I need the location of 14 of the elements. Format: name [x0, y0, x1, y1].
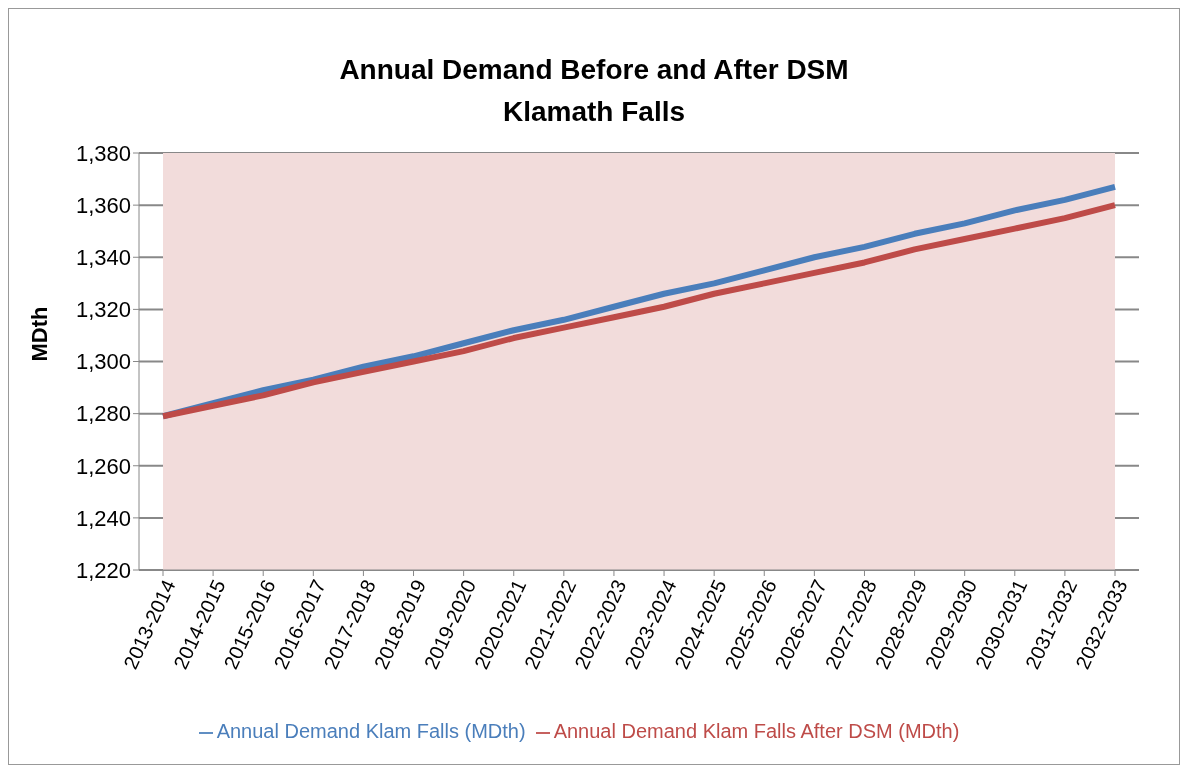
y-axis-title: MDth: [26, 306, 52, 362]
y-tick-label: 1,260: [75, 453, 131, 479]
y-tick-label: 1,240: [75, 505, 131, 531]
y-tick-label: 1,380: [75, 140, 131, 166]
y-tick-label: 1,340: [75, 245, 131, 271]
y-tick-label: 1,280: [75, 401, 131, 427]
legend-label: Annual Demand Klam Falls After DSM (MDth): [553, 720, 960, 742]
chart-subtitle: Klamath Falls: [501, 95, 687, 129]
y-tick-label: 1,320: [75, 297, 131, 323]
chart-title: Annual Demand Before and After DSM: [338, 53, 850, 87]
legend-label: Annual Demand Klam Falls (MDth): [216, 720, 526, 742]
y-tick-label: 1,300: [75, 349, 131, 375]
y-tick-label: 1,220: [75, 557, 131, 583]
y-tick-label: 1,360: [75, 192, 131, 218]
